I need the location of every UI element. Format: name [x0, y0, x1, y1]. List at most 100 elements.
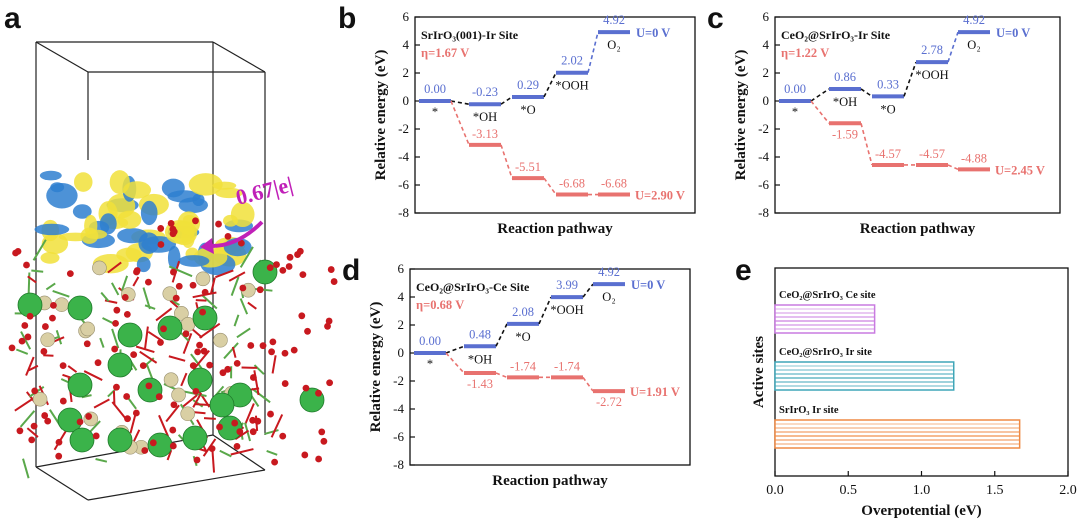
o-atom [256, 286, 264, 294]
o-atom [112, 319, 119, 327]
bond [135, 345, 155, 354]
y-tick-label: -8 [398, 205, 409, 220]
y-tick-label: 4 [398, 289, 405, 304]
o-atom [49, 314, 56, 322]
o-atom [169, 230, 177, 238]
isosurface-lobe [117, 210, 142, 229]
o-atom [50, 301, 57, 309]
bond [266, 450, 278, 456]
o-atom [320, 437, 328, 445]
bond [142, 287, 151, 310]
o-atom [12, 249, 19, 257]
bond [27, 275, 37, 284]
o-atom [215, 220, 222, 228]
y-tick-label: 4 [403, 37, 410, 52]
u-connector [500, 144, 513, 179]
diagram-title: CeO₂@SrIrO₃-Ce Site [416, 280, 530, 294]
y-tick-label: -8 [758, 205, 769, 220]
o-atom [231, 419, 239, 427]
o-atom [133, 267, 141, 274]
o-atom [299, 271, 307, 279]
o-atom [16, 427, 24, 435]
bar-category-label: CeO₂@SrIrO₃ Ir site [779, 347, 872, 358]
o-atom [132, 409, 140, 417]
o-atom [304, 327, 311, 335]
o-atom [40, 348, 48, 355]
o-atom [55, 438, 63, 446]
bond [239, 246, 254, 268]
bond [144, 326, 149, 349]
u0-connector [582, 283, 594, 298]
o-atom [269, 338, 277, 346]
bond [253, 364, 265, 375]
ir-atom [40, 332, 56, 348]
cell-edge-2 [35, 41, 89, 73]
bond [22, 458, 30, 479]
u-connector [495, 372, 508, 379]
o-atom [327, 266, 335, 273]
u0-value-label: 4.92 [963, 13, 985, 27]
u0-connector [543, 72, 557, 98]
bond [67, 365, 78, 373]
u0-connector [450, 100, 470, 106]
x-tick-label: 0.0 [766, 483, 784, 498]
o-atom [113, 383, 120, 391]
plot-frame [414, 16, 696, 214]
o-atom [266, 264, 274, 272]
o-atom [121, 294, 129, 301]
u-connector [810, 100, 830, 124]
bond [168, 355, 186, 362]
species-label: *OH [468, 352, 492, 366]
bond [25, 356, 35, 376]
u0-connector [500, 96, 513, 105]
u0-connector [495, 323, 508, 347]
ce-atom [67, 372, 93, 398]
o-atom [172, 294, 180, 302]
bond [15, 348, 29, 355]
o-atom [157, 241, 165, 248]
bond [19, 410, 36, 428]
u-connector [947, 164, 959, 171]
o-atom [216, 423, 223, 431]
species-label: *O [880, 102, 895, 116]
bond [100, 291, 110, 302]
o-atom [59, 397, 67, 405]
ce-atom [187, 367, 213, 393]
x-tick-label: 0.5 [840, 483, 858, 498]
o-atom [169, 442, 177, 450]
o-atom [157, 225, 165, 232]
o-atom [141, 447, 149, 454]
bond [219, 449, 232, 458]
o-atom [30, 422, 38, 430]
ir-atom [163, 372, 179, 387]
cell-edge-3 [212, 41, 266, 73]
isosurface-lobe [80, 227, 99, 244]
u-value-label: -5.51 [515, 160, 541, 174]
o-atom [199, 308, 206, 316]
bond [166, 449, 173, 461]
o-atom [94, 359, 102, 367]
u-connector [445, 352, 465, 374]
ce-atom [117, 322, 143, 348]
cell-edge-9 [35, 466, 89, 501]
bond [223, 342, 239, 360]
bond [83, 370, 103, 381]
u0-legend: U=0 V [996, 26, 1030, 40]
o-atom [55, 452, 63, 460]
isosurface-lobe [41, 233, 69, 255]
o-atom [247, 342, 255, 349]
u0-value-label: 0.33 [877, 77, 899, 91]
bond [182, 333, 193, 354]
u-value-label: -1.59 [832, 127, 858, 141]
species-label: * [792, 105, 798, 119]
x-tick-label: 1.5 [986, 483, 1004, 498]
y-tick-label: -6 [398, 177, 409, 192]
bond [28, 364, 39, 372]
bond [247, 301, 257, 310]
y-tick-label: -2 [398, 121, 409, 136]
energy-diagram-c: 6 4 2 0 -2 -4 -6 -8 Relative energy (eV) Reaction… [733, 9, 1061, 237]
o-atom [170, 401, 178, 409]
plot-frame [409, 268, 691, 466]
o-atom [318, 428, 326, 436]
